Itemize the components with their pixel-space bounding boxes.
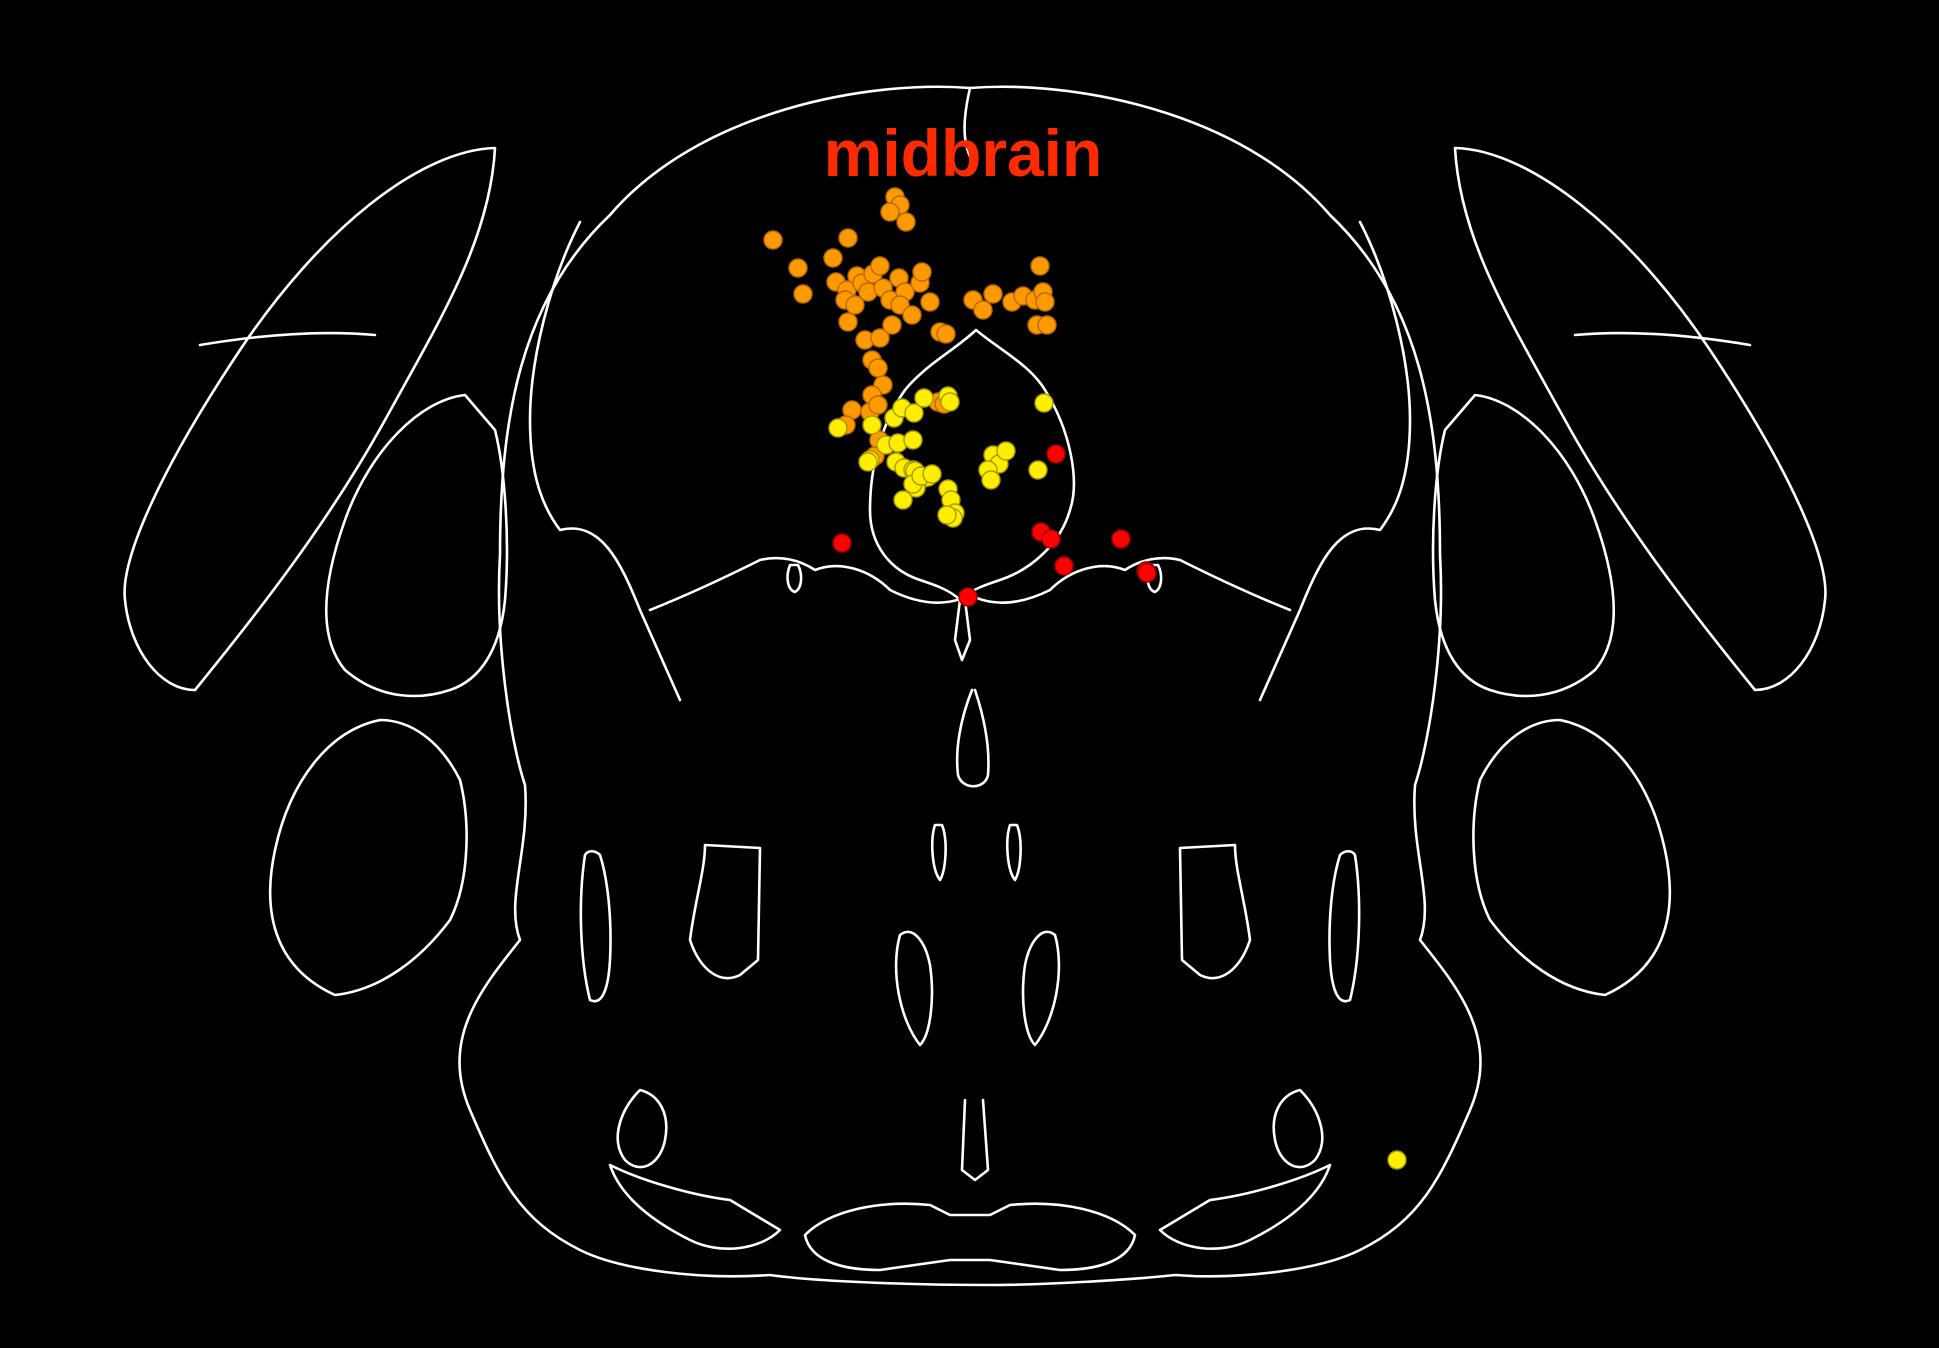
brain-outline — [123, 85, 1827, 1287]
right-inner-contour — [1258, 220, 1412, 702]
data-point — [958, 587, 978, 607]
left-inner-contour — [528, 220, 682, 702]
data-point — [1035, 292, 1055, 312]
data-point — [793, 284, 813, 304]
data-point — [1030, 256, 1050, 276]
data-point — [904, 403, 924, 423]
data-point — [896, 212, 916, 232]
data-point — [870, 256, 890, 276]
data-point — [920, 292, 940, 312]
right-outer-wing — [1453, 146, 1827, 692]
data-points — [763, 187, 1407, 1170]
left-small-notch — [786, 563, 803, 594]
ventral-base — [803, 1202, 1137, 1272]
ventral-left-structure — [616, 1088, 668, 1169]
data-point — [870, 328, 890, 348]
data-point — [880, 202, 900, 222]
data-point — [981, 470, 1001, 490]
right-slit-a — [1328, 849, 1361, 1003]
data-point — [838, 312, 858, 332]
data-point — [983, 284, 1003, 304]
region-label: midbrain — [824, 116, 1103, 190]
center-slit-left — [930, 823, 947, 882]
data-point — [1054, 556, 1074, 576]
data-point — [1041, 529, 1061, 549]
data-point — [845, 295, 865, 315]
data-point — [858, 452, 878, 472]
data-point — [1037, 315, 1057, 335]
data-point — [902, 305, 922, 325]
left-outer-wing — [123, 146, 497, 692]
midline-slit — [955, 688, 990, 788]
data-point — [1111, 529, 1131, 549]
right-slit-b — [1178, 843, 1252, 980]
data-point — [1028, 460, 1048, 480]
center-slit-right — [1005, 823, 1022, 882]
data-point — [1137, 563, 1157, 583]
data-point — [823, 248, 843, 268]
data-point — [832, 533, 852, 553]
data-point — [1034, 393, 1054, 413]
left-mid-tier — [268, 718, 468, 997]
data-point — [838, 228, 858, 248]
left-wing-inner-line — [198, 331, 377, 347]
midline-groove — [963, 86, 974, 162]
center-oblique-left — [894, 930, 934, 1047]
data-point — [763, 230, 783, 250]
data-point — [922, 464, 942, 484]
left-slit-a — [579, 849, 612, 1003]
data-point — [868, 395, 888, 415]
data-point — [936, 324, 956, 344]
data-point — [862, 415, 882, 435]
data-point — [973, 300, 993, 320]
right-lateral-lobe — [1431, 393, 1615, 698]
left-lateral-lobe — [325, 393, 509, 698]
ventral-right-lobe — [1158, 1163, 1332, 1250]
data-point — [1046, 444, 1066, 464]
data-point — [903, 430, 923, 450]
ventral-left-lobe — [608, 1163, 782, 1250]
center-oblique-right — [1021, 930, 1061, 1047]
dorsal-brain-outline — [458, 85, 1482, 1287]
right-wing-inner-line — [1573, 331, 1752, 347]
ventral-right-structure — [1272, 1088, 1324, 1169]
data-point — [893, 490, 913, 510]
ventral-midline-stem — [960, 1098, 990, 1182]
data-point — [1387, 1150, 1407, 1170]
data-point — [937, 505, 957, 525]
right-mid-tier — [1472, 718, 1672, 997]
data-point — [868, 358, 888, 378]
data-point — [788, 258, 808, 278]
data-point — [940, 392, 960, 412]
data-point — [914, 388, 934, 408]
data-point — [996, 441, 1016, 461]
central-ventral-stem — [953, 598, 972, 662]
data-point — [828, 418, 848, 438]
data-point — [912, 262, 932, 282]
left-slit-b — [688, 843, 762, 980]
data-point — [882, 315, 902, 335]
